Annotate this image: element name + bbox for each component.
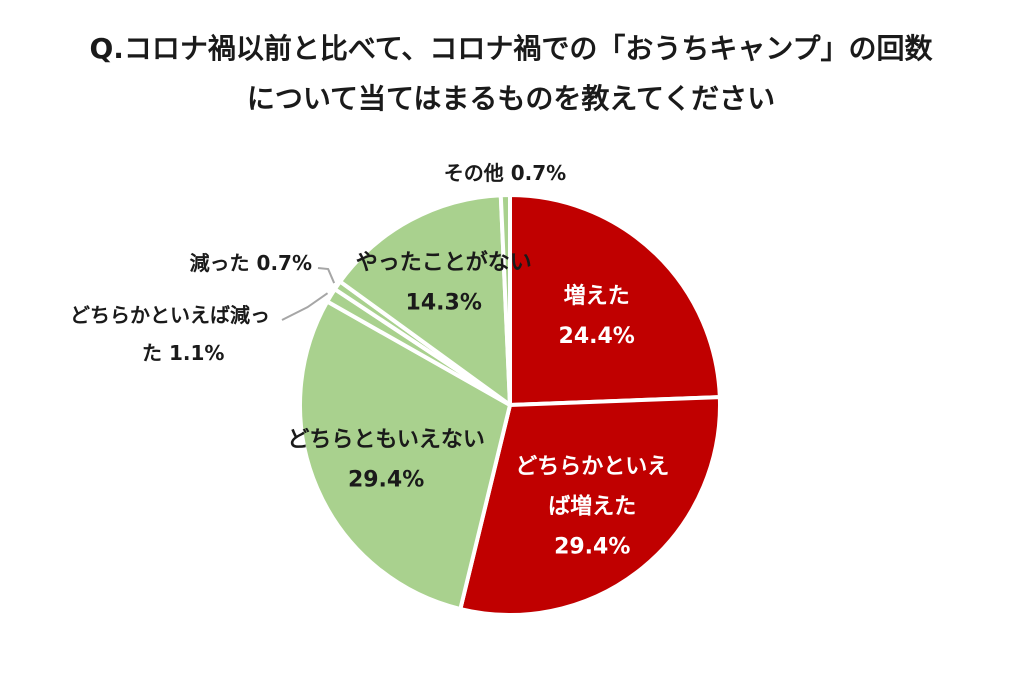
slice-label-5: やったことがない 14.3% (356, 250, 532, 316)
leader-line-4 (317, 267, 336, 284)
leader-line-3 (281, 292, 329, 321)
slice-label-3: どちらかといえば減った 1.1% (70, 303, 270, 365)
pie-slice-0 (508, 193, 722, 407)
chart-title-line-2: について当てはまるものを教えてください (246, 82, 776, 115)
slice-label-2: どちらともいえない 29.4% (287, 428, 485, 493)
slice-label-1: どちらかといえば増えた 29.4% (515, 455, 669, 560)
slice-label-6: その他 0.7% (444, 161, 566, 185)
slice-label-4: 減った 0.7% (190, 251, 312, 275)
pie-slice-5 (338, 193, 512, 407)
pie-slice-2 (298, 299, 512, 612)
pie-slice-6 (498, 193, 512, 407)
chart-title-line-1: Q.コロナ禍以前と比べて、コロナ禍での「おうちキャンプ」の回数 (89, 32, 933, 65)
slice-label-0: 増えた 24.4% (559, 283, 635, 349)
pie-slice-1 (458, 395, 722, 617)
chart-title: Q.コロナ禍以前と比べて、コロナ禍での「おうちキャンプ」の回数 について当てはま… (0, 24, 1022, 124)
